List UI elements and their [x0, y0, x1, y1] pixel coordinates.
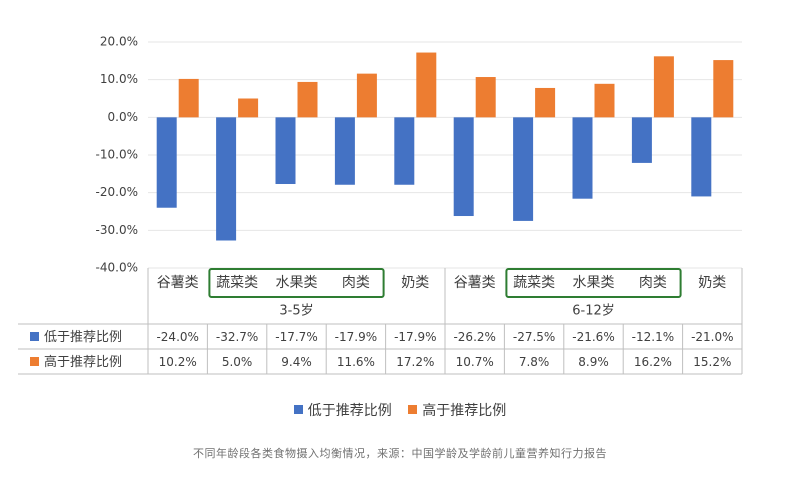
category-label: 谷薯类	[157, 275, 199, 291]
data-label: -21.6%	[572, 330, 614, 344]
row-legend-swatch	[30, 357, 39, 366]
legend-label-above: 高于推荐比例	[422, 403, 507, 419]
category-label: 肉类	[639, 275, 667, 291]
data-label: 15.2%	[693, 355, 731, 369]
y-tick-label: -30.0%	[96, 223, 138, 237]
y-tick-label: -10.0%	[96, 148, 138, 162]
category-label: 蔬菜类	[513, 275, 555, 291]
category-label: 肉类	[342, 275, 370, 291]
group-label: 6-12岁	[572, 304, 615, 319]
category-label: 蔬菜类	[216, 275, 258, 291]
data-label: -21.0%	[691, 330, 733, 344]
legend: 低于推荐比例 高于推荐比例	[0, 400, 800, 420]
category-label: 奶类	[698, 275, 726, 291]
data-label: 8.9%	[578, 355, 609, 369]
data-label: 7.8%	[519, 355, 550, 369]
y-tick-label: -40.0%	[96, 261, 138, 275]
data-label: -12.1%	[632, 330, 674, 344]
bar-below	[394, 117, 415, 185]
bar-below	[216, 117, 237, 241]
data-label: -17.7%	[275, 330, 317, 344]
data-label: -27.5%	[513, 330, 555, 344]
group-label: 3-5岁	[279, 304, 313, 319]
data-label: 17.2%	[396, 355, 434, 369]
category-label: 谷薯类	[454, 275, 496, 291]
highlight-box	[208, 268, 385, 298]
data-label: -17.9%	[394, 330, 436, 344]
bar-above	[297, 81, 318, 118]
y-tick-label: 20.0%	[100, 35, 138, 49]
data-label: 11.6%	[337, 355, 375, 369]
row-legend-swatch	[30, 332, 39, 341]
data-label: 10.2%	[159, 355, 197, 369]
y-tick-label: -20.0%	[96, 185, 138, 199]
bar-above	[238, 98, 259, 118]
bar-above	[594, 83, 615, 118]
row-legend-label: 低于推荐比例	[44, 330, 122, 345]
data-label: -24.0%	[156, 330, 198, 344]
bar-below	[513, 117, 534, 221]
category-label: 水果类	[573, 275, 615, 291]
bar-above	[713, 60, 734, 118]
bar-below	[453, 117, 474, 217]
legend-item-above: 高于推荐比例	[408, 400, 506, 420]
bar-below	[572, 117, 593, 199]
legend-swatch-below	[293, 405, 303, 414]
data-label: -26.2%	[453, 330, 495, 344]
data-label: 5.0%	[222, 355, 253, 369]
data-label: -32.7%	[216, 330, 258, 344]
bar-below	[631, 117, 652, 163]
bar-above	[475, 77, 496, 118]
y-tick-label: 0.0%	[108, 110, 139, 124]
chart: 20.0% 10.0% 0.0% -10.0% -20.0% -30.0% -40.0% 谷薯…	[18, 35, 743, 375]
bar-above	[535, 87, 556, 118]
bar-below	[334, 117, 355, 185]
row-legend-label: 高于推荐比例	[44, 354, 122, 370]
bar-below	[275, 117, 296, 185]
bar-below	[691, 117, 712, 197]
bar-below	[156, 117, 177, 208]
category-label: 水果类	[276, 275, 318, 291]
source-caption: 不同年龄段各类食物摄入均衡情况，来源：中国学龄及学龄前儿童营养知行力报告	[193, 447, 607, 460]
bar-above	[416, 52, 437, 118]
highlight-box	[505, 268, 682, 298]
bar-above	[356, 73, 377, 118]
data-label: 16.2%	[634, 355, 672, 369]
legend-item-below: 低于推荐比例	[293, 400, 392, 420]
data-label: -17.9%	[335, 330, 377, 344]
data-label: 9.4%	[281, 355, 312, 369]
y-tick-label: 10.0%	[100, 72, 138, 86]
data-label: 10.7%	[456, 355, 494, 369]
legend-label-below: 低于推荐比例	[307, 403, 392, 419]
category-label: 奶类	[401, 275, 429, 291]
bar-above	[178, 78, 199, 118]
legend-swatch-above	[408, 405, 418, 414]
bar-above	[653, 56, 674, 118]
